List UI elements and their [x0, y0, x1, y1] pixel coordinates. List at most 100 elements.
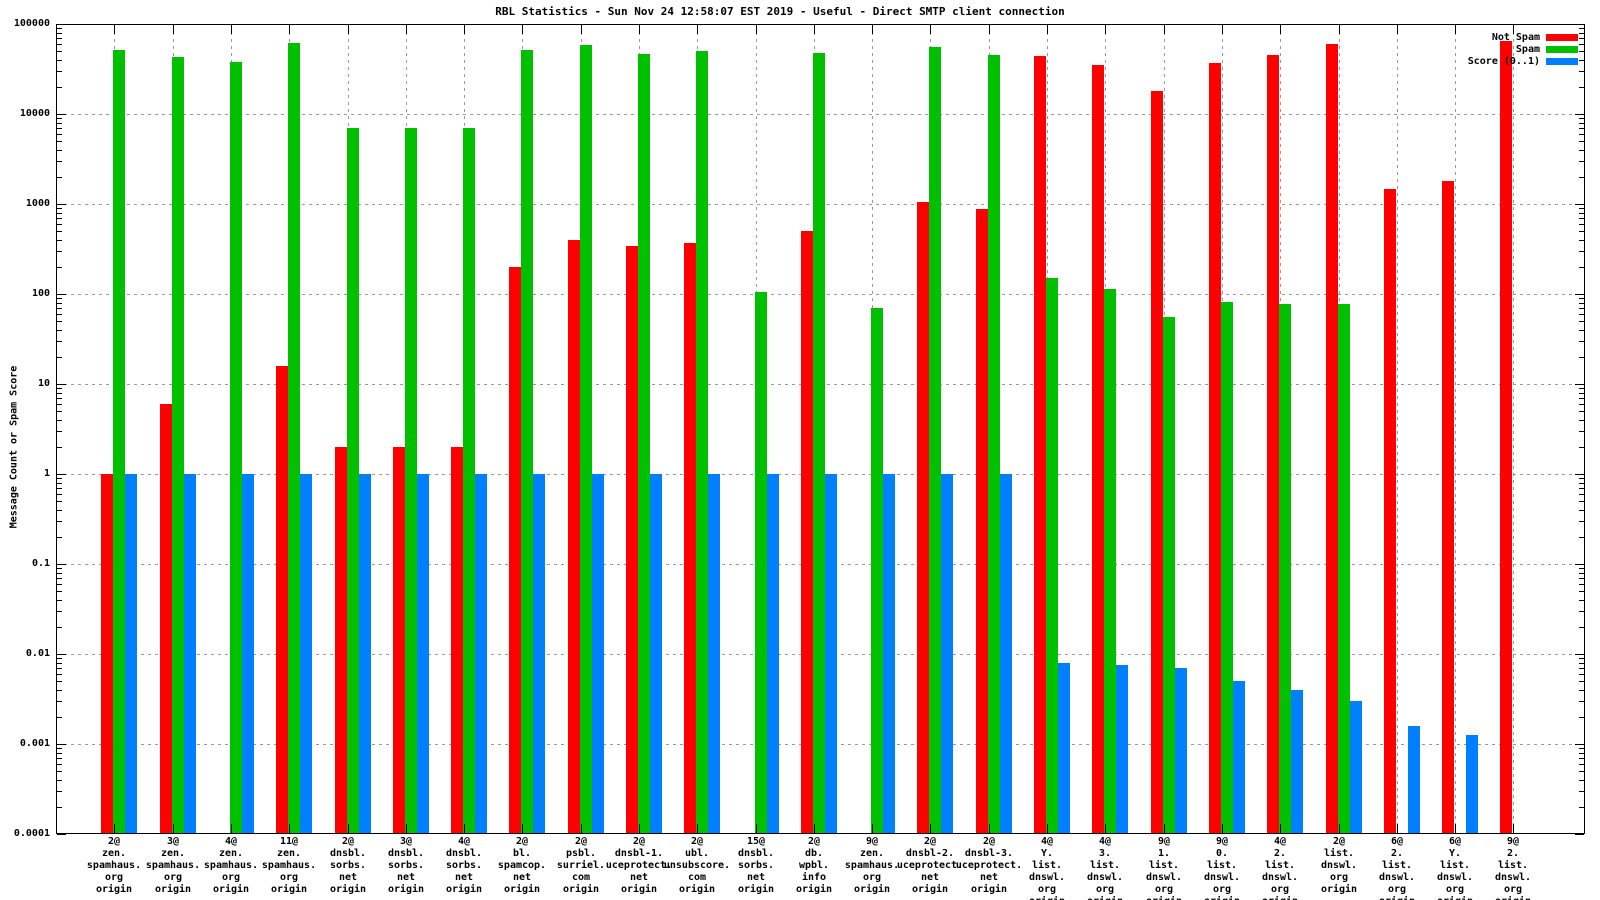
y-minor-tick — [57, 494, 62, 495]
spam-bar — [463, 128, 475, 834]
y-minor-tick — [1579, 398, 1584, 399]
y-minor-tick — [1579, 118, 1584, 119]
y-minor-tick — [1579, 177, 1584, 178]
x-tick — [1339, 25, 1340, 34]
x-category-label-line: list. — [1439, 860, 1471, 871]
y-tick — [1575, 114, 1584, 115]
y-minor-tick — [1579, 483, 1584, 484]
y-minor-tick — [1579, 663, 1584, 664]
y-minor-tick — [1579, 627, 1584, 628]
x-category-label-line: origin — [1007, 896, 1087, 900]
x-category-label-line: net — [338, 872, 358, 883]
x-category-label: 15@ dnsbl. sorbs. net origin — [716, 836, 796, 896]
x-tick — [1047, 824, 1048, 833]
x-tick — [1513, 25, 1514, 34]
x-category-label-line: net — [396, 872, 416, 883]
x-category-label-line: 9@ — [1157, 836, 1171, 847]
x-category-label-line: list. — [1089, 860, 1121, 871]
y-minor-tick — [57, 231, 62, 232]
y-minor-tick — [57, 87, 62, 88]
x-category-label-line: list. — [1497, 860, 1529, 871]
x-category-label-line: 2. — [1506, 848, 1520, 859]
spam-bar — [929, 47, 941, 834]
y-minor-tick — [1579, 251, 1584, 252]
x-category-label-line: dnsbl. — [445, 848, 483, 859]
x-category-label-line: 2@ — [690, 836, 704, 847]
x-category-label-line: origin — [270, 884, 308, 895]
x-category-label: 2@ list. dnswl. org origin — [1299, 836, 1379, 896]
x-category-label-line: origin — [329, 884, 367, 895]
x-category-label-line: dnswl. — [1203, 872, 1241, 883]
y-minor-tick — [57, 447, 62, 448]
y-minor-tick — [1579, 791, 1584, 792]
y-minor-tick — [57, 150, 62, 151]
x-gridline — [1455, 25, 1456, 833]
x-category-label-line: list. — [1148, 860, 1180, 871]
x-category-label-line: dnswl. — [1494, 872, 1532, 883]
spam-bar — [172, 57, 184, 834]
y-minor-tick — [1579, 134, 1584, 135]
score-bar — [883, 474, 895, 834]
not-spam-bar — [1092, 65, 1104, 834]
x-category-label-line: 4@ — [1273, 836, 1287, 847]
x-category-label-line: Y. — [1040, 848, 1054, 859]
x-tick — [697, 824, 698, 833]
x-category-label-line: 9@ — [1215, 836, 1229, 847]
x-tick — [522, 824, 523, 833]
y-tick — [1575, 24, 1584, 25]
y-minor-tick — [57, 60, 62, 61]
x-tick — [697, 25, 698, 34]
x-category-label-line: info — [801, 872, 827, 883]
x-category-label-line: net — [454, 872, 474, 883]
y-minor-tick — [57, 591, 62, 592]
y-minor-tick — [1579, 681, 1584, 682]
y-minor-tick — [1579, 431, 1584, 432]
x-category-label-line: list. — [1031, 860, 1063, 871]
x-category-label-line: origin — [1320, 884, 1358, 895]
legend-label-score: Score (0..1) — [1467, 55, 1540, 67]
x-category-label-line: Y. — [1448, 848, 1462, 859]
y-tick-label: 1 — [43, 468, 50, 479]
y-minor-tick — [1579, 28, 1584, 29]
x-category-label-line: dnsbl. — [737, 848, 775, 859]
y-minor-tick — [1579, 501, 1584, 502]
y-minor-tick — [57, 658, 62, 659]
x-category-label-line: origin — [795, 884, 833, 895]
x-category-label-line: origin — [1240, 896, 1320, 900]
not-spam-bar — [1326, 44, 1338, 834]
x-category-label-line: origin — [737, 884, 775, 895]
not-spam-bar — [1209, 63, 1221, 834]
x-gridline — [1397, 25, 1398, 833]
x-tick — [1455, 824, 1456, 833]
not-spam-bar — [276, 366, 288, 834]
y-minor-tick — [1579, 521, 1584, 522]
x-category-label-line: sorbs. — [445, 860, 483, 871]
not-spam-bar — [568, 240, 580, 834]
x-category-label-line: dnsbl. — [387, 848, 425, 859]
x-category-label-line: origin — [562, 884, 600, 895]
x-category-label-line: uceprotect. — [955, 860, 1023, 871]
not-spam-bar — [1151, 91, 1163, 834]
x-category-label-line: 4@ — [1040, 836, 1054, 847]
y-minor-tick — [57, 388, 62, 389]
not-spam-bar — [976, 209, 988, 834]
score-bar — [1291, 690, 1303, 834]
y-minor-tick — [57, 28, 62, 29]
y-minor-tick — [57, 674, 62, 675]
x-category-label-line: origin — [1124, 896, 1204, 900]
y-minor-tick — [1579, 488, 1584, 489]
x-category-label-line: origin — [1415, 896, 1495, 900]
not-spam-bar — [160, 404, 172, 834]
y-minor-tick — [1579, 611, 1584, 612]
y-minor-tick — [57, 668, 62, 669]
x-category-label-line: origin — [1182, 896, 1262, 900]
x-category-label-line: sorbs. — [387, 860, 425, 871]
y-minor-tick — [57, 578, 62, 579]
y-tick-label: 0.0001 — [13, 828, 50, 839]
y-minor-tick — [57, 128, 62, 129]
